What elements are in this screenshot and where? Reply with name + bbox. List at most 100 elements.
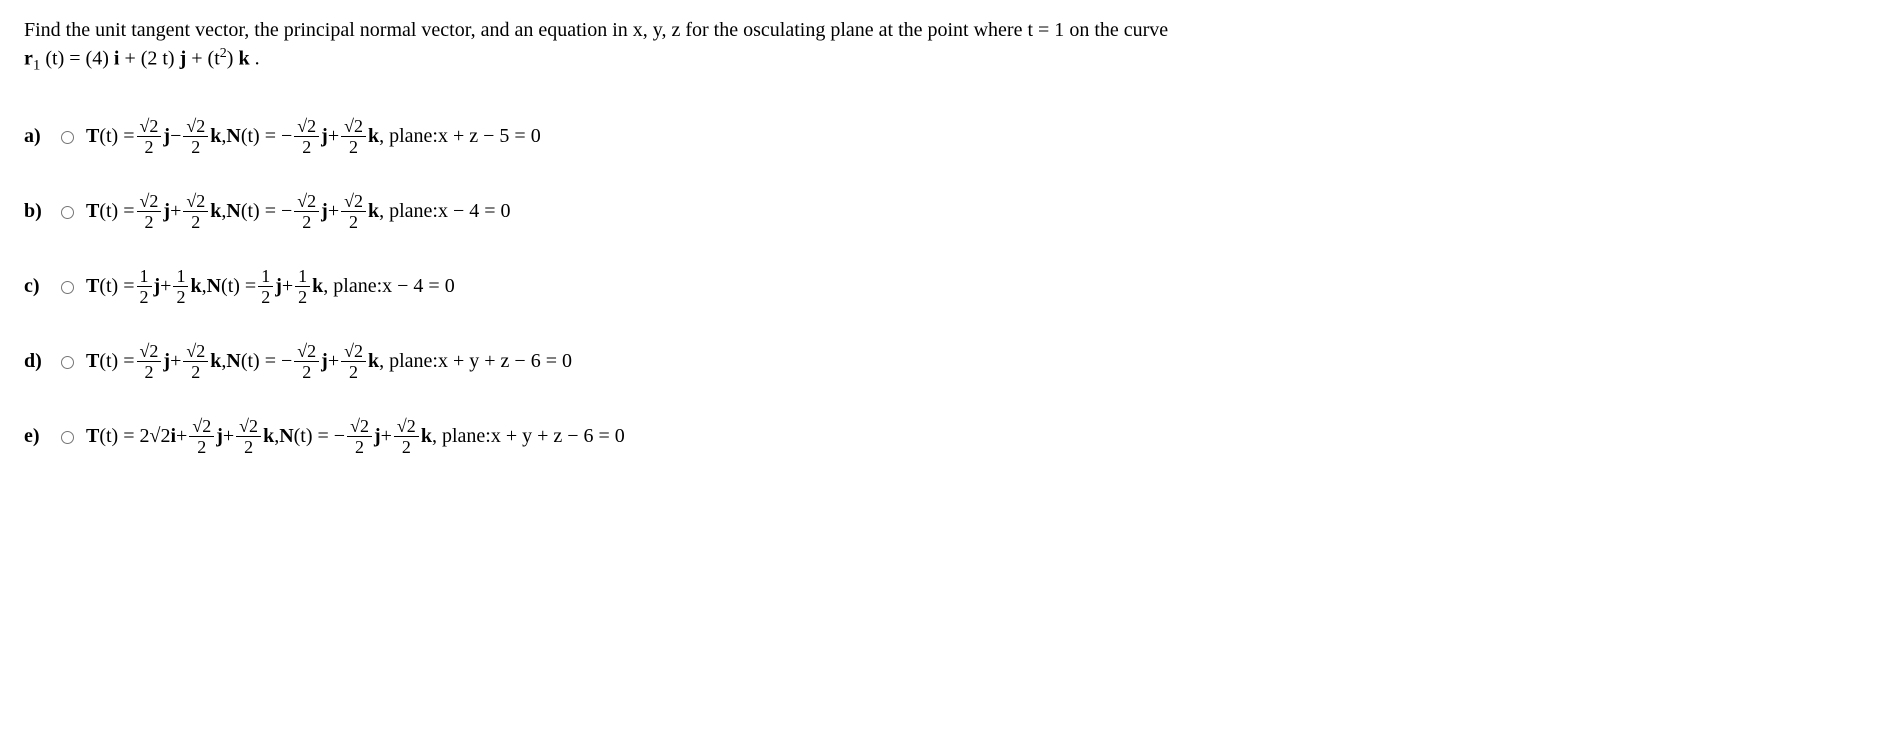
d-T-op1: + [170, 347, 181, 375]
c-T-k: k [190, 272, 201, 300]
d-N-op1: + [328, 347, 339, 375]
c-N-frac2: 12 [295, 267, 310, 306]
d-N-k: k [368, 347, 379, 375]
q-text1: Find the unit tangent vector, the princi… [24, 19, 633, 41]
c-N-j: j [275, 272, 282, 300]
d-N: N [226, 347, 240, 375]
d-T-frac2: √22 [183, 342, 208, 381]
curve-period: . [250, 48, 260, 70]
curve-definition: r1 (t) = (4) i + (2 t) j + (t2) k . [24, 44, 1863, 77]
e-T-k: k [263, 422, 274, 450]
a-T-j: j [163, 122, 170, 150]
option-e-label: e) [24, 422, 48, 450]
e-T: T [86, 422, 99, 450]
d-T-frac1: √22 [137, 342, 162, 381]
b-N-k: k [368, 197, 379, 225]
curve-k: k [238, 48, 249, 70]
a-T-arg: (t) = [99, 122, 134, 150]
b-T-frac1: √22 [137, 192, 162, 231]
option-c-radio[interactable] [61, 281, 74, 294]
a-T-frac1: √22 [137, 117, 162, 156]
b-N-arg: (t) = − [241, 197, 292, 225]
d-N-arg: (t) = − [241, 347, 292, 375]
c-T-j: j [154, 272, 161, 300]
option-b-radio[interactable] [61, 206, 74, 219]
c-N-frac1: 12 [258, 267, 273, 306]
b-N-frac2: √22 [341, 192, 366, 231]
e-T-arg: (t) = 2√2 [99, 422, 170, 450]
option-d-radio[interactable] [61, 356, 74, 369]
a-N-k: k [368, 122, 379, 150]
q-text3: on the curve [1064, 19, 1168, 41]
t2-close: ) [227, 48, 239, 70]
e-N-frac1: √22 [347, 417, 372, 456]
e-N-frac2: √22 [394, 417, 419, 456]
b-N-op1: + [328, 197, 339, 225]
option-a: a) T(t) = √22 j − √22 k, N(t) = − √22 j … [24, 117, 1863, 156]
option-d-label: d) [24, 347, 48, 375]
b-N-frac1: √22 [294, 192, 319, 231]
options-list: a) T(t) = √22 j − √22 k, N(t) = − √22 j … [24, 117, 1863, 456]
option-a-label: a) [24, 122, 48, 150]
option-e-content: T(t) = 2√2i + √22 j + √22 k, N(t) = − √2… [86, 417, 625, 456]
c-N: N [207, 272, 221, 300]
b-N-j: j [321, 197, 328, 225]
curve-plus2: + [186, 48, 207, 70]
b-T-j: j [163, 197, 170, 225]
e-T-j: j [216, 422, 223, 450]
option-d: d) T(t) = √22 j + √22 k, N(t) = − √22 j … [24, 342, 1863, 381]
a-T-frac2: √22 [183, 117, 208, 156]
c-N-op1: + [282, 272, 293, 300]
option-d-content: T(t) = √22 j + √22 k, N(t) = − √22 j + √… [86, 342, 572, 381]
a-T-k: k [210, 122, 221, 150]
d-N-j: j [321, 347, 328, 375]
e-N-k: k [421, 422, 432, 450]
t2-exp: 2 [220, 46, 227, 61]
e-sep2: , plane: [432, 422, 491, 450]
e-T-op1: + [223, 422, 234, 450]
q-cond: t = 1 [1027, 19, 1064, 41]
option-c-content: T(t) = 12 j + 12 k, N(t) = 12 j + 12 k, … [86, 267, 455, 306]
question-block: Find the unit tangent vector, the princi… [24, 16, 1863, 77]
curve-r: r [24, 48, 33, 70]
d-T: T [86, 347, 99, 375]
a-N-frac1: √22 [294, 117, 319, 156]
c-N-k: k [312, 272, 323, 300]
option-e-radio[interactable] [61, 431, 74, 444]
c-N-arg: (t) = [221, 272, 256, 300]
option-a-radio[interactable] [61, 131, 74, 144]
b-T-arg: (t) = [99, 197, 134, 225]
d-T-arg: (t) = [99, 347, 134, 375]
curve-plus1: + (2 t) [119, 48, 179, 70]
c-sep2: , plane: [323, 272, 382, 300]
option-e: e) T(t) = 2√2i + √22 j + √22 k, N(t) = −… [24, 417, 1863, 456]
d-T-j: j [163, 347, 170, 375]
d-T-k: k [210, 347, 221, 375]
c-T-arg: (t) = [99, 272, 134, 300]
a-T-op1: − [170, 122, 181, 150]
option-c-label: c) [24, 272, 48, 300]
a-N-op1: + [328, 122, 339, 150]
b-plane: x − 4 = 0 [438, 197, 511, 225]
a-N-arg: (t) = − [241, 122, 292, 150]
d-N-frac1: √22 [294, 342, 319, 381]
e-N-j: j [374, 422, 381, 450]
option-b-label: b) [24, 197, 48, 225]
d-plane: x + y + z − 6 = 0 [438, 347, 572, 375]
question-text: Find the unit tangent vector, the princi… [24, 16, 1863, 44]
c-T: T [86, 272, 99, 300]
e-N-arg: (t) = − [294, 422, 345, 450]
c-plane: x − 4 = 0 [382, 272, 455, 300]
b-T-op1: + [170, 197, 181, 225]
q-text2: for the osculating plane at the point wh… [680, 19, 1027, 41]
c-T-op1: + [160, 272, 171, 300]
a-T: T [86, 122, 99, 150]
b-T-k: k [210, 197, 221, 225]
e-N: N [279, 422, 293, 450]
d-sep2: , plane: [379, 347, 438, 375]
b-N: N [226, 197, 240, 225]
option-a-content: T(t) = √22 j − √22 k, N(t) = − √22 j + √… [86, 117, 541, 156]
b-T-frac2: √22 [183, 192, 208, 231]
a-sep2: , plane: [379, 122, 438, 150]
option-c: c) T(t) = 12 j + 12 k, N(t) = 12 j + 12 … [24, 267, 1863, 306]
